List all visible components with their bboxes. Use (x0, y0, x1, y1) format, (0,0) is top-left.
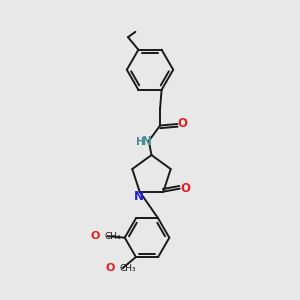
Text: N: N (142, 135, 152, 148)
Text: O: O (180, 182, 190, 194)
Text: N: N (134, 190, 144, 203)
Text: CH₃: CH₃ (104, 232, 121, 241)
Text: CH₃: CH₃ (119, 264, 136, 273)
Text: O: O (178, 117, 188, 130)
Text: O: O (105, 263, 115, 273)
Text: O: O (90, 231, 100, 241)
Text: H: H (136, 136, 144, 146)
